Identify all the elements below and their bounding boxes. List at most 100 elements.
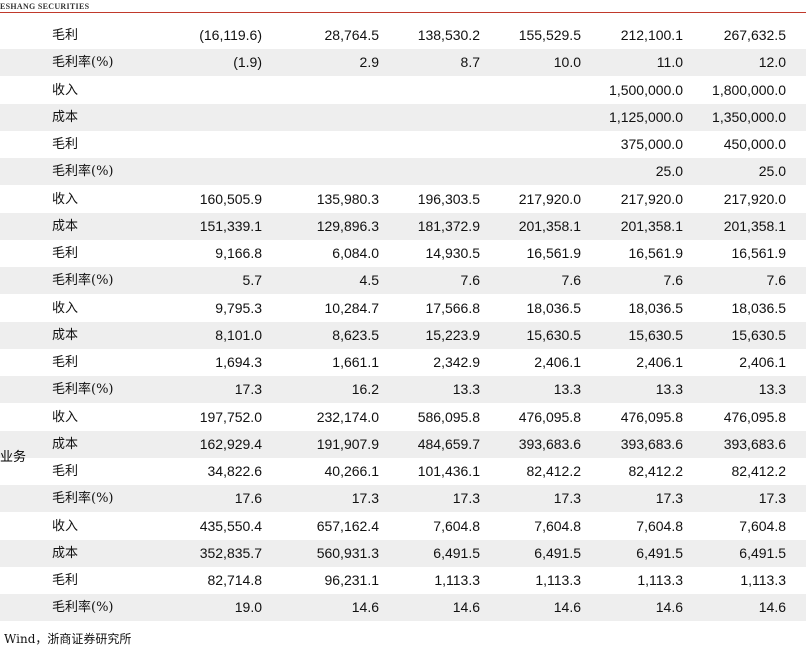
row-label: 收入 (52, 518, 79, 534)
cell-value: 18,036.5 (628, 299, 684, 316)
cell-value: 393,683.6 (620, 435, 683, 452)
cell-value: 13.3 (655, 381, 683, 398)
cell-value: (16,119.6) (199, 27, 262, 43)
cell-value: 9,166.8 (215, 245, 262, 261)
row-label: 毛利 (52, 573, 79, 588)
row-label: 毛利率(%) (52, 491, 114, 507)
cell-value: 6,491.5 (433, 544, 480, 561)
cell-value: 212,100.1 (620, 27, 683, 43)
table-row: 毛利 (16,119.6) 28,764.5 138,530.2 155,529.5 21… (0, 22, 806, 49)
cell-value: 217,920.0 (620, 190, 683, 207)
cell-value: 17.3 (234, 381, 262, 398)
cell-value: 2,406.1 (636, 354, 683, 370)
cell-value: 6,084.0 (332, 245, 379, 261)
cell-value: 201,358.1 (620, 217, 683, 234)
cell-value: 10.0 (553, 54, 581, 71)
cell-value: 17.3 (655, 490, 683, 507)
cell-value: 7,604.8 (534, 517, 581, 534)
cell-value: 14.6 (452, 599, 480, 616)
row-label: 毛利率(%) (52, 273, 114, 289)
cell-value: 17.3 (758, 490, 786, 507)
cell-value: 101,436.1 (417, 463, 480, 479)
cell-value: 13.3 (758, 381, 786, 398)
cell-value: 15,630.5 (628, 326, 684, 343)
table-row: 收入 1,500,000.0 1,800,000.0 (0, 77, 806, 104)
row-label: 成本 (52, 327, 79, 343)
row-label: 成本 (52, 545, 79, 561)
cell-value: 9,795.3 (215, 299, 262, 316)
source-note: Wind，浙商证券研究所 (4, 632, 132, 646)
cell-value: 7.6 (460, 272, 480, 289)
cell-value: 8.7 (460, 54, 480, 71)
cell-value: 28,764.5 (324, 27, 380, 43)
table-row: 毛利 1,694.3 1,661.1 2,342.9 2,406.1 2,406.1 2,4… (0, 349, 806, 376)
cell-value: 6,491.5 (534, 544, 581, 561)
cell-value: 13.3 (452, 381, 480, 398)
table-row: 成本 352,835.7 560,931.3 6,491.5 6,491.5 6,491.… (0, 539, 806, 567)
cell-value: 16,561.9 (526, 245, 582, 261)
cell-value: 17.3 (553, 490, 581, 507)
cell-value: 1,113.3 (637, 572, 683, 588)
table-row: 毛利 375,000.0 450,000.0 (0, 131, 806, 158)
cell-value: 96,231.1 (324, 572, 380, 588)
row-label: 收入 (52, 82, 79, 98)
cell-value: 375,000.0 (620, 136, 683, 152)
cell-value: 2,342.9 (433, 354, 480, 370)
table-row: 成本 8,101.0 8,623.5 15,223.9 15,630.5 15,630.5… (0, 321, 806, 349)
cell-value: 15,630.5 (526, 326, 582, 343)
cell-value: 5.7 (242, 272, 262, 289)
cell-value: 17.6 (234, 490, 262, 507)
brand: ESHANG SECURITIES (0, 2, 90, 11)
cell-value: 25.0 (655, 163, 683, 180)
cell-value: 1,113.3 (535, 572, 581, 588)
cell-value: 40,266.1 (324, 463, 380, 479)
cell-value: 6,491.5 (739, 544, 786, 561)
cell-value: 14.6 (655, 599, 683, 616)
cell-value: 7.6 (663, 272, 683, 289)
cell-value: 657,162.4 (316, 517, 379, 534)
cell-value: 82,412.2 (628, 463, 684, 479)
row-label: 毛利率(%) (52, 164, 114, 180)
cell-value: 1,694.3 (215, 354, 262, 370)
table-row: 收入 9,795.3 10,284.7 17,566.8 18,036.5 18,036.… (0, 295, 806, 322)
cell-value: 151,339.1 (199, 217, 262, 234)
row-label: 收入 (52, 409, 79, 425)
table-row: 毛利率(%) 5.7 4.5 7.6 7.6 7.6 7.6 (0, 267, 806, 295)
cell-value: 6,491.5 (636, 544, 683, 561)
row-label: 成本 (52, 218, 79, 234)
cell-value: 160,505.9 (199, 190, 262, 207)
cell-value: 201,358.1 (723, 217, 786, 234)
cell-value: 16,561.9 (731, 245, 787, 261)
cell-value: 15,223.9 (425, 326, 481, 343)
cell-value: 17.3 (351, 490, 379, 507)
cell-value: 8,101.0 (215, 326, 262, 343)
row-label: 收入 (52, 300, 79, 316)
cell-value: 19.0 (234, 599, 262, 616)
row-label: 毛利率(%) (52, 55, 114, 71)
cell-value: 16.2 (351, 381, 379, 398)
cell-value: 476,095.8 (723, 408, 786, 425)
row-label: 成本 (52, 109, 79, 125)
table-row: 成本 1,125,000.0 1,350,000.0 (0, 103, 806, 131)
row-label: 收入 (52, 191, 79, 207)
table-row: 收入 160,505.9 135,980.3 196,303.5 217,920.0 21… (0, 186, 806, 213)
cell-value: 217,920.0 (518, 190, 581, 207)
cell-value: (1.9) (233, 54, 262, 71)
row-label: 毛利 (52, 464, 79, 479)
row-label: 毛利率(%) (52, 600, 114, 616)
cell-value: 14.6 (351, 599, 379, 616)
cell-value: 25.0 (758, 163, 786, 180)
cell-value: 18,036.5 (526, 299, 582, 316)
cell-value: 352,835.7 (199, 544, 262, 561)
cell-value: 14.6 (758, 599, 786, 616)
table-row: 成本 162,929.4 191,907.9 484,659.7 393,683.6 39… (0, 430, 806, 458)
cell-value: 1,800,000.0 (712, 81, 786, 98)
table-row: 毛利率(%) 19.0 14.6 14.6 14.6 14.6 14.6 (0, 594, 806, 622)
cell-value: 2,406.1 (534, 354, 581, 370)
cell-value: 155,529.5 (518, 27, 581, 43)
table-row: 毛利 34,822.6 40,266.1 101,436.1 82,412.2 82,41… (0, 458, 806, 485)
cell-value: 2.9 (359, 54, 379, 71)
cell-value: 82,412.2 (526, 463, 582, 479)
table-row: 毛利 9,166.8 6,084.0 14,930.5 16,561.9 16,561.9… (0, 240, 806, 267)
